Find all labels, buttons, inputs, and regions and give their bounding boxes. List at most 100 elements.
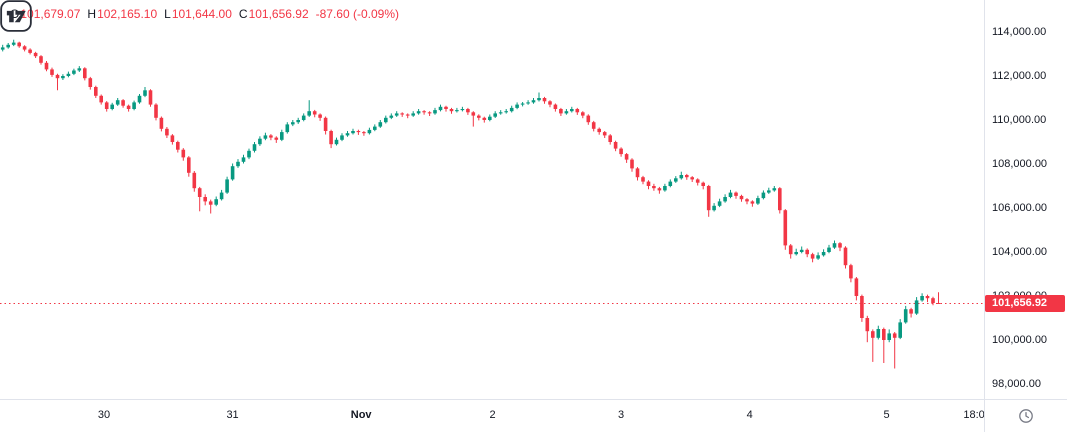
time-tick-label: 4 xyxy=(746,409,753,421)
candle xyxy=(50,67,54,77)
price-tick-label: 98,000.00 xyxy=(992,377,1041,390)
candle xyxy=(827,244,831,254)
price-tick-label: 112,000.00 xyxy=(992,69,1047,82)
candle xyxy=(165,127,169,138)
time-tick-label: 30 xyxy=(97,409,111,421)
candle xyxy=(143,87,147,98)
candle xyxy=(931,296,935,306)
candle xyxy=(690,176,694,182)
candle xyxy=(285,122,290,134)
time-axis[interactable]: 30 31 Nov 2 3 4 5 18:0 xyxy=(0,399,985,432)
candle xyxy=(925,294,930,303)
candle xyxy=(17,41,21,48)
time-tick-label: 3 xyxy=(618,409,625,421)
ohlc-close-value: 101,656.92 xyxy=(248,7,309,21)
candle xyxy=(810,252,815,263)
candle xyxy=(181,148,186,161)
candle xyxy=(772,186,777,192)
candle xyxy=(438,104,443,112)
candle xyxy=(28,48,32,55)
candle xyxy=(214,196,218,207)
candle xyxy=(378,120,383,128)
candle xyxy=(602,131,607,138)
candle xyxy=(148,89,153,107)
candle xyxy=(219,189,224,201)
price-tick-label: 104,000.00 xyxy=(992,245,1048,258)
price-tick-label: 110,000.00 xyxy=(992,113,1047,126)
candle xyxy=(416,109,421,115)
candle xyxy=(72,68,76,76)
candle xyxy=(99,94,103,105)
ohlc-open-label: O xyxy=(10,7,20,21)
candle xyxy=(126,104,131,112)
candle xyxy=(471,111,476,127)
candle xyxy=(356,129,361,135)
candle xyxy=(821,249,826,257)
candle xyxy=(154,103,158,121)
time-tick-label: 18:0 xyxy=(963,409,985,421)
price-tick-label: 100,000.00 xyxy=(992,333,1048,346)
candle xyxy=(903,305,908,324)
candle xyxy=(695,178,700,186)
candle xyxy=(723,194,727,203)
candle xyxy=(783,209,788,250)
candle xyxy=(920,293,924,302)
candle xyxy=(318,113,322,121)
ohlc-close-label: C xyxy=(238,7,248,21)
candle xyxy=(537,92,541,102)
ohlc-change-value: -87.60 (-0.09%) xyxy=(315,7,399,21)
chart-pane[interactable]: O101,679.07 H102,165.10 L101,644.00 C101,65… xyxy=(0,0,985,400)
candle xyxy=(55,73,60,91)
candle xyxy=(832,240,837,249)
candle xyxy=(581,111,585,119)
candle xyxy=(641,175,645,185)
candle xyxy=(898,319,902,340)
candle xyxy=(444,105,448,112)
candle xyxy=(712,203,716,212)
candle xyxy=(778,187,782,214)
time-tick-label: 2 xyxy=(489,409,496,421)
candle xyxy=(531,98,536,104)
candle xyxy=(137,94,142,104)
time-tick-label: 5 xyxy=(883,409,890,421)
price-tick-label: 114,000.00 xyxy=(992,26,1047,38)
price-tick-label: 108,000.00 xyxy=(992,157,1048,170)
candle xyxy=(247,148,251,160)
candle xyxy=(526,100,530,105)
ohlc-high-value: 102,165.10 xyxy=(97,7,158,21)
candle xyxy=(674,176,678,183)
price-axis[interactable]: 101,656.92 114,000.00 112,000.00 110,000.0… xyxy=(984,0,1067,400)
candle xyxy=(548,100,552,108)
candle xyxy=(269,134,273,141)
candle xyxy=(542,96,547,104)
candle xyxy=(312,109,317,118)
candle xyxy=(187,156,191,177)
candle xyxy=(794,248,798,256)
candle xyxy=(252,142,257,153)
tradingview-logo-icon[interactable] xyxy=(0,0,32,32)
candle xyxy=(657,186,662,194)
candle xyxy=(668,179,673,188)
candlestick-plot[interactable] xyxy=(0,0,985,400)
candle xyxy=(323,116,328,135)
candle xyxy=(799,246,804,254)
candle xyxy=(400,112,404,117)
candle xyxy=(94,85,98,98)
candle xyxy=(646,180,651,190)
candle xyxy=(728,189,733,199)
candle xyxy=(860,294,864,322)
candle xyxy=(263,132,268,141)
candle xyxy=(22,45,27,52)
candle xyxy=(427,111,432,116)
candle xyxy=(854,277,859,301)
price-tick-label: 106,000.00 xyxy=(992,201,1048,214)
candle xyxy=(477,114,481,121)
candle xyxy=(121,99,125,108)
candle xyxy=(11,39,16,47)
candle xyxy=(608,134,612,145)
candle xyxy=(208,199,213,214)
candle xyxy=(717,198,722,208)
clock-icon[interactable] xyxy=(1018,408,1034,424)
candle xyxy=(411,111,415,117)
